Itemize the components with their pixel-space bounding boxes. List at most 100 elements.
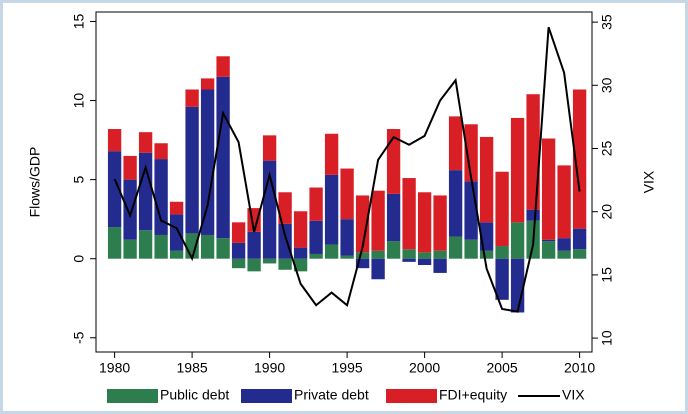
bar xyxy=(386,193,401,242)
bar xyxy=(123,239,137,259)
bar xyxy=(231,242,246,259)
bar xyxy=(464,239,478,259)
y-tick-label: -5 xyxy=(71,331,87,344)
y-tick-label: 10 xyxy=(71,93,87,109)
y2-axis-label: VIX xyxy=(641,170,657,193)
bar xyxy=(123,155,137,180)
bar xyxy=(200,89,215,235)
bar xyxy=(309,187,323,221)
y-tick-label: 0 xyxy=(71,255,87,263)
bar xyxy=(433,250,447,259)
bar xyxy=(278,192,292,224)
bar xyxy=(402,178,416,250)
bar xyxy=(479,136,494,223)
y2-tick-label: 35 xyxy=(599,14,615,30)
bar xyxy=(169,214,184,251)
bar xyxy=(262,135,277,161)
bar xyxy=(541,241,556,259)
bar xyxy=(324,133,339,175)
bar xyxy=(169,201,184,215)
y-tick-label: 15 xyxy=(71,13,87,29)
bar xyxy=(262,258,277,264)
y2-tick-label: 30 xyxy=(599,77,615,93)
x-tick-label: 1990 xyxy=(254,360,285,376)
bar xyxy=(278,258,292,270)
bar xyxy=(417,192,432,253)
bar xyxy=(510,117,525,223)
bar xyxy=(247,231,261,259)
bar xyxy=(293,211,308,248)
bar xyxy=(107,129,122,152)
y2-tick-label: 15 xyxy=(599,267,615,283)
bar xyxy=(557,250,571,259)
y2-tick-label: 20 xyxy=(599,204,615,220)
legend-label: Public debt xyxy=(160,387,229,403)
x-tick-label: 1985 xyxy=(177,360,208,376)
bar xyxy=(154,159,168,235)
legend-key xyxy=(107,389,158,403)
bar xyxy=(247,258,261,272)
bar xyxy=(340,219,354,256)
y-axis-label: Flows/GDP xyxy=(27,147,43,218)
bar xyxy=(355,195,370,253)
bar xyxy=(324,174,339,245)
bar xyxy=(572,89,587,229)
bar xyxy=(448,116,463,171)
bar xyxy=(138,132,153,153)
bar xyxy=(495,246,509,259)
bar xyxy=(138,230,153,259)
bar xyxy=(541,239,556,242)
bar xyxy=(231,258,246,269)
bar xyxy=(464,124,478,182)
bar xyxy=(185,106,199,234)
bar xyxy=(448,170,463,237)
bar xyxy=(107,151,122,228)
bar xyxy=(371,250,385,259)
bar xyxy=(355,258,370,269)
bar xyxy=(417,258,432,266)
legend-label: FDI+equity xyxy=(439,387,507,403)
bar xyxy=(278,223,292,259)
bar xyxy=(154,143,168,160)
bar xyxy=(557,165,571,239)
bar xyxy=(495,258,509,300)
bar xyxy=(402,258,416,262)
bar xyxy=(123,179,137,240)
bar xyxy=(138,152,153,231)
x-tick-label: 2005 xyxy=(487,360,518,376)
bar xyxy=(371,190,385,251)
bar xyxy=(216,76,230,239)
bar xyxy=(216,56,230,77)
legend-key xyxy=(386,389,437,403)
bar xyxy=(479,250,494,259)
x-tick-label: 1980 xyxy=(99,360,130,376)
legend-key xyxy=(241,389,292,403)
bar xyxy=(231,222,246,243)
bar xyxy=(185,89,199,107)
x-tick-label: 1995 xyxy=(332,360,363,376)
bar xyxy=(526,209,540,221)
bar xyxy=(293,258,308,272)
bar xyxy=(402,249,416,259)
line xyxy=(113,26,581,313)
bar xyxy=(572,228,587,250)
bar xyxy=(417,252,432,259)
bar xyxy=(340,255,354,259)
legend-label: Private debt xyxy=(294,387,369,403)
bar xyxy=(169,250,184,259)
bar xyxy=(433,195,447,251)
bar xyxy=(200,234,215,259)
bar xyxy=(386,241,401,259)
bar xyxy=(510,222,525,259)
y2-tick-label: 10 xyxy=(599,330,615,346)
bar xyxy=(154,234,168,259)
bar xyxy=(355,252,370,259)
bar xyxy=(340,168,354,220)
bar xyxy=(541,138,556,240)
bar xyxy=(107,227,122,259)
bar xyxy=(526,94,540,210)
bar xyxy=(572,249,587,259)
x-tick-label: 2000 xyxy=(409,360,440,376)
bar xyxy=(557,238,571,251)
